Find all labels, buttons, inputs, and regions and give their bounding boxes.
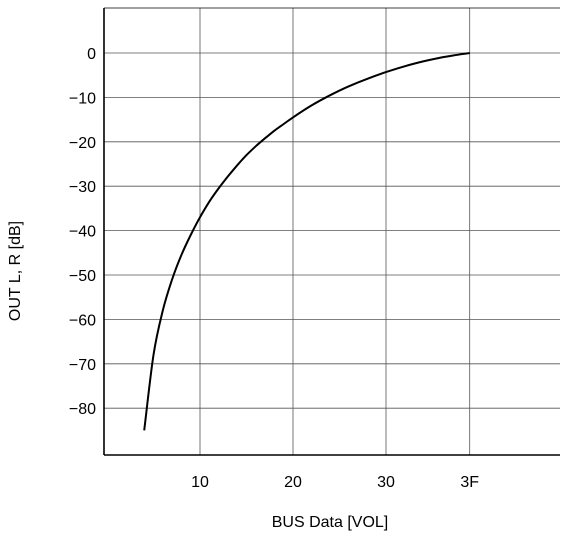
y-tick-labels: 0 −10 −20 −30 −40 −50 −60 −70 −80 xyxy=(69,46,96,418)
series-line-0 xyxy=(143,52,470,431)
x-tick-labels: 10 20 30 3F xyxy=(191,474,479,491)
y-tick-label-0: 0 xyxy=(87,46,96,63)
x-tick-label-0: 10 xyxy=(191,474,209,491)
x-axis-label: BUS Data [VOL] xyxy=(272,514,389,531)
y-tick-label-7: −70 xyxy=(69,357,96,374)
x-tick-label-2: 30 xyxy=(377,474,395,491)
grid xyxy=(104,8,560,455)
y-tick-label-8: −80 xyxy=(69,401,96,418)
y-tick-label-6: −60 xyxy=(69,312,96,329)
y-tick-label-2: −20 xyxy=(69,135,96,152)
y-axis-label: OUT L, R [dB] xyxy=(7,221,24,321)
plot-frame xyxy=(103,7,560,456)
y-tick-label-4: −40 xyxy=(69,224,96,241)
x-tick-label-3: 3F xyxy=(460,474,479,491)
y-tick-label-5: −50 xyxy=(69,268,96,285)
series-layer xyxy=(143,52,470,431)
y-tick-label-1: −10 xyxy=(69,90,96,107)
x-tick-label-1: 20 xyxy=(284,474,302,491)
y-tick-label-3: −30 xyxy=(69,179,96,196)
